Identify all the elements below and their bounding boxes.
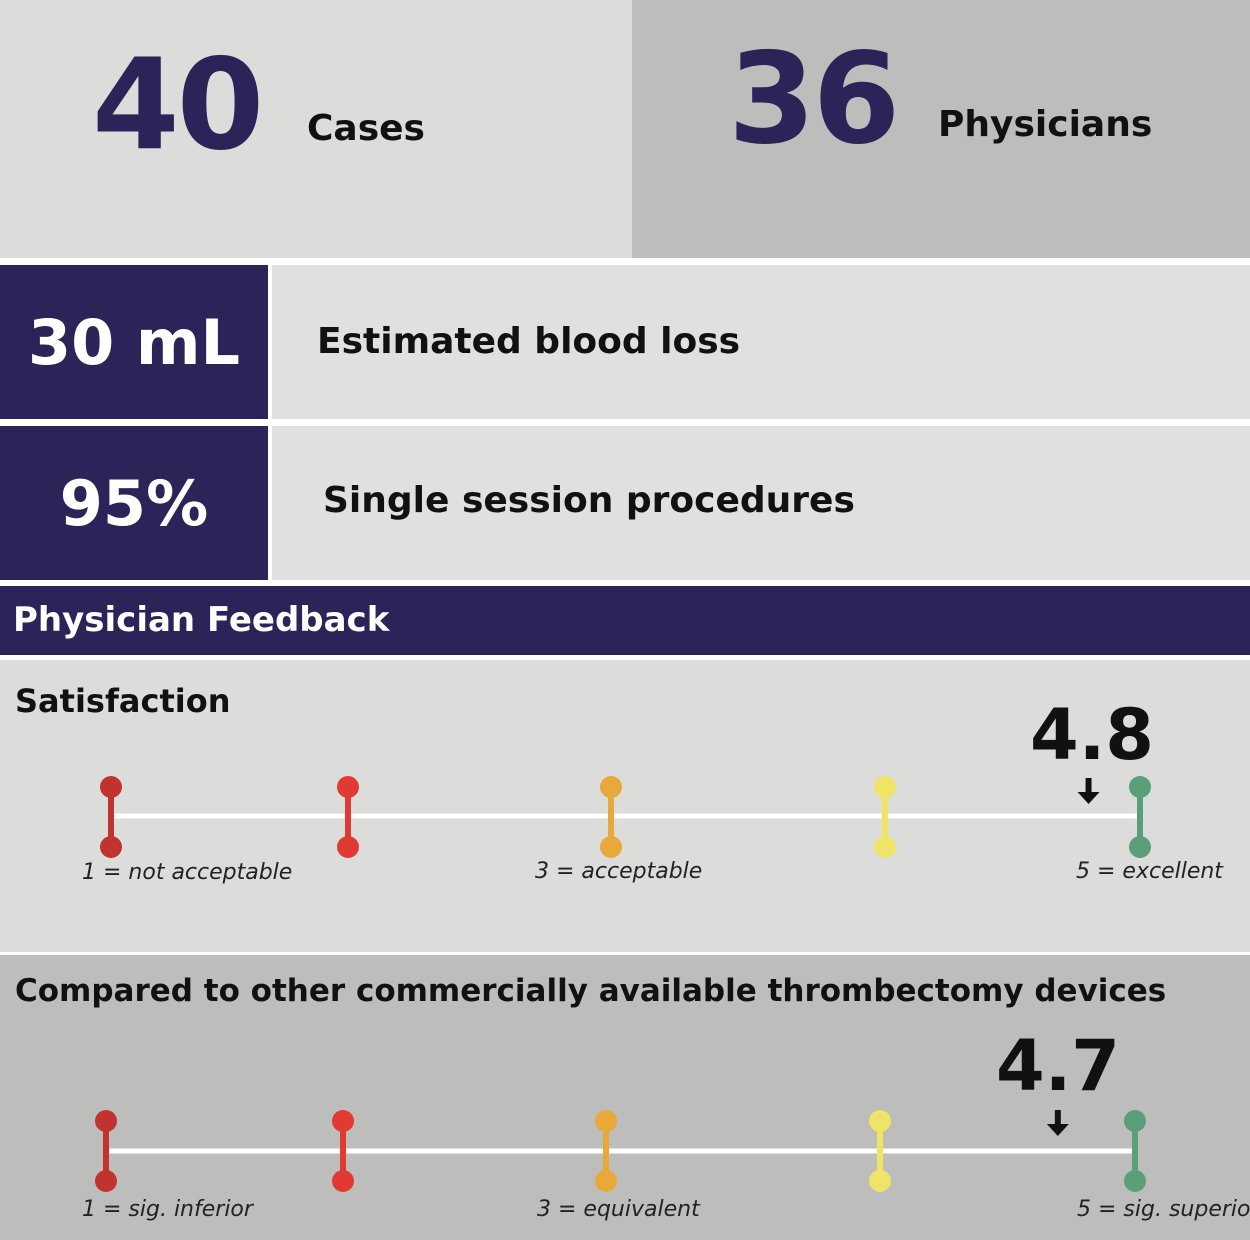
comparison-point-1 — [95, 1110, 117, 1192]
blood-loss-value: 30 mL — [28, 305, 240, 379]
comparison-scale — [95, 1110, 1146, 1192]
single-session-value-box: 95% — [0, 426, 268, 580]
satisfaction-label-5: 5 = excellent — [1076, 859, 1223, 884]
satisfaction-point-2 — [337, 776, 359, 858]
satisfaction-point-1 — [100, 776, 122, 858]
single-session-label: Single session procedures — [323, 480, 855, 521]
comparison-point-3 — [595, 1110, 617, 1192]
single-session-value: 95% — [59, 466, 209, 540]
satisfaction-point-1-top-dot — [100, 776, 122, 798]
satisfaction-score-arrow-icon — [1077, 778, 1100, 804]
comparison-panel: Compared to other commercially available… — [0, 955, 1250, 1240]
comparison-point-1-top-dot — [95, 1110, 117, 1132]
satisfaction-point-3-bottom-dot — [600, 836, 622, 858]
physicians-panel: 36 Physicians — [632, 0, 1250, 258]
satisfaction-score: 4.8 — [1030, 694, 1155, 776]
satisfaction-point-4-bottom-dot — [874, 836, 896, 858]
satisfaction-point-4 — [874, 776, 896, 858]
comparison-point-3-top-dot — [595, 1110, 617, 1132]
physician-feedback-title: Physician Feedback — [13, 600, 390, 640]
comparison-point-5-top-dot — [1124, 1110, 1146, 1132]
physicians-count: 36 — [728, 25, 900, 172]
satisfaction-point-3-top-dot — [600, 776, 622, 798]
comparison-point-4 — [869, 1110, 891, 1192]
satisfaction-scale — [100, 776, 1151, 858]
comparison-point-1-bottom-dot — [95, 1170, 117, 1192]
satisfaction-label-1: 1 = not acceptable — [82, 860, 293, 885]
satisfaction-point-4-top-dot — [874, 776, 896, 798]
blood-loss-label: Estimated blood loss — [317, 321, 741, 362]
satisfaction-point-5 — [1129, 776, 1151, 858]
cases-panel: 40 Cases — [0, 0, 632, 258]
satisfaction-point-1-bottom-dot — [100, 836, 122, 858]
satisfaction-point-2-top-dot — [337, 776, 359, 798]
satisfaction-point-2-bottom-dot — [337, 836, 359, 858]
comparison-point-4-top-dot — [869, 1110, 891, 1132]
physicians-label: Physicians — [938, 104, 1153, 145]
satisfaction-point-5-bottom-dot — [1129, 836, 1151, 858]
physician-feedback-header: Physician Feedback — [0, 586, 1250, 655]
comparison-label-3: 3 = equivalent — [537, 1197, 700, 1222]
satisfaction-point-5-top-dot — [1129, 776, 1151, 798]
comparison-point-2-top-dot — [332, 1110, 354, 1132]
comparison-point-2-bottom-dot — [332, 1170, 354, 1192]
comparison-point-4-bottom-dot — [869, 1170, 891, 1192]
satisfaction-point-3 — [600, 776, 622, 858]
blood-loss-row: Estimated blood loss — [272, 265, 1250, 419]
satisfaction-label-3: 3 = acceptable — [535, 859, 703, 884]
comparison-point-3-bottom-dot — [595, 1170, 617, 1192]
comparison-label-1: 1 = sig. inferior — [82, 1197, 253, 1222]
comparison-point-2 — [332, 1110, 354, 1192]
comparison-title: Compared to other commercially available… — [15, 973, 1167, 1009]
comparison-label-5: 5 = sig. superior — [1077, 1197, 1250, 1222]
cases-label: Cases — [307, 108, 425, 149]
cases-count: 40 — [92, 31, 264, 178]
comparison-point-5-bottom-dot — [1124, 1170, 1146, 1192]
satisfaction-title: Satisfaction — [15, 682, 231, 720]
comparison-point-5 — [1124, 1110, 1146, 1192]
blood-loss-value-box: 30 mL — [0, 265, 268, 419]
comparison-score-arrow-icon — [1046, 1110, 1069, 1136]
single-session-row: Single session procedures — [272, 426, 1250, 580]
comparison-score: 4.7 — [996, 1025, 1121, 1107]
satisfaction-panel: Satisfaction 4.8 1 = not acceptable 3 = … — [0, 660, 1250, 952]
